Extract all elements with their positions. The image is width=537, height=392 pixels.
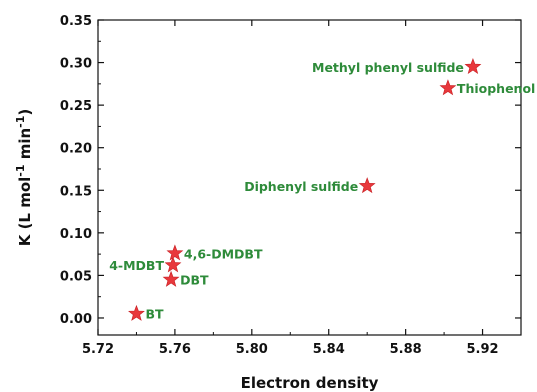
data-point-star <box>164 256 182 273</box>
data-point-label: BT <box>145 307 164 322</box>
y-tick-label: 0.05 <box>60 269 92 284</box>
y-axis: 0.00 0.05 0.10 0.15 0.20 0.25 0.30 0.35 <box>60 14 521 327</box>
data-points: BT DBT 4-MDBT 4,6-DMDBT Diphenyl sulfide Thio… <box>109 57 535 322</box>
x-tick-label: 5.88 <box>390 342 422 357</box>
x-tick-label: 5.72 <box>82 342 114 357</box>
y-tick-label: 0.30 <box>60 57 92 72</box>
y-tick-label: 0.35 <box>60 14 92 29</box>
x-tick-label: 5.76 <box>159 342 191 357</box>
y-tick-label: 0.00 <box>60 312 92 327</box>
y-tick-label: 0.15 <box>60 184 92 199</box>
y-axis-title-exp1: -1 <box>14 164 27 176</box>
data-point-label: Thiophenol <box>457 81 535 96</box>
data-point-label: Diphenyl sulfide <box>244 179 358 194</box>
data-point-star <box>439 79 457 96</box>
y-axis-title-middle: min <box>16 128 34 165</box>
y-axis-title-suffix: ) <box>16 109 34 116</box>
data-point-label: 4,6-DMDBT <box>184 246 263 261</box>
data-point-star <box>162 270 180 287</box>
data-point-label: 4-MDBT <box>109 258 164 273</box>
data-point-star <box>166 244 184 261</box>
data-point-label: DBT <box>180 273 209 288</box>
x-axis: 5.72 5.76 5.80 5.84 5.88 5.92 <box>82 20 522 357</box>
data-point-label: Methyl phenyl sulfide <box>312 60 464 75</box>
data-point-star <box>358 177 376 194</box>
x-tick-label: 5.92 <box>467 342 499 357</box>
y-axis-title-exp2: -1 <box>14 116 27 128</box>
x-tick-label: 5.80 <box>236 342 268 357</box>
y-tick-label: 0.20 <box>60 142 92 157</box>
y-tick-label: 0.10 <box>60 227 92 242</box>
y-tick-label: 0.25 <box>60 99 92 114</box>
data-point-star <box>128 304 145 321</box>
plot-border <box>97 19 522 336</box>
x-axis-title: Electron density <box>241 374 379 392</box>
data-point-star <box>464 57 482 74</box>
x-tick-label: 5.84 <box>313 342 345 357</box>
y-axis-title: K (L mol-1 min-1) <box>14 109 35 247</box>
y-axis-title-prefix: K (L mol <box>16 177 34 247</box>
plot-frame <box>97 19 522 336</box>
